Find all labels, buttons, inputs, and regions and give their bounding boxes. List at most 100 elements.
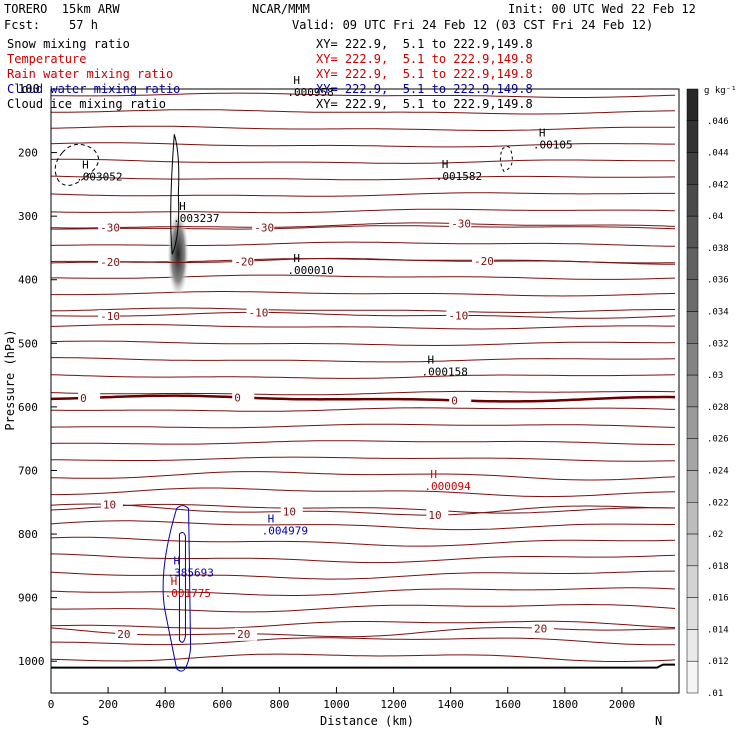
colorbar-tick-label: .018 xyxy=(707,562,729,572)
colorbar-tick-label: .03 xyxy=(707,371,723,381)
colorbar-tick-label: .042 xyxy=(707,180,729,190)
colorbar-tick-label: .024 xyxy=(707,466,729,476)
isotherm-line xyxy=(50,340,676,347)
isotherm-line xyxy=(51,487,676,498)
temperature-contour xyxy=(50,311,676,319)
legend-cloud-ice-xy: XY= 222.9, 5.1 to 222.9,149.8 xyxy=(316,97,533,111)
cloud-ice-contour xyxy=(54,143,99,186)
x-tick-label: 0 xyxy=(48,698,55,711)
ground-line xyxy=(51,663,675,669)
contour-label-bg xyxy=(446,309,469,323)
colorbar-tick-label: .014 xyxy=(707,625,729,635)
legend-temperature-xy: XY= 222.9, 5.1 to 222.9,149.8 xyxy=(316,52,533,66)
isotherm-line xyxy=(51,109,676,115)
max-marker-h: H xyxy=(179,200,186,213)
colorbar-segment xyxy=(686,660,699,694)
legend-temperature: Temperature xyxy=(7,52,87,66)
contour-label-bg xyxy=(100,498,123,512)
max-marker-value: .000958 xyxy=(287,86,333,99)
contour-label: 20 xyxy=(117,628,130,641)
colorbar-tick-label: .012 xyxy=(707,657,729,667)
max-marker-h: H xyxy=(171,575,178,588)
contour-label-bg xyxy=(98,310,121,324)
contour-label-bg xyxy=(449,394,472,408)
contour-label: 0 xyxy=(451,394,458,407)
contour-label-bg xyxy=(252,221,275,235)
colorbar-tick-label: .046 xyxy=(707,117,729,127)
x-tick-label: 1200 xyxy=(380,698,407,711)
colorbar-segment xyxy=(686,533,699,567)
contour-label-bg xyxy=(426,509,449,523)
contour-label-bg xyxy=(115,627,138,641)
contour-label: 10 xyxy=(428,509,441,522)
contour-label: 10 xyxy=(103,498,116,511)
isotherm-line xyxy=(50,653,676,662)
x-axis-label: Distance (km) xyxy=(320,714,414,728)
contour-label-bg xyxy=(472,255,495,269)
cloud-water-contour xyxy=(162,505,192,672)
temperature-contour xyxy=(50,222,676,229)
isotherm-line xyxy=(50,390,676,396)
max-marker-h: H xyxy=(293,74,300,87)
isotherm-line xyxy=(50,423,676,429)
colorbar-segment xyxy=(686,629,699,662)
contour-label-bg xyxy=(232,391,255,405)
max-marker-h: H xyxy=(430,468,437,481)
contour-label-bg xyxy=(246,306,269,320)
contour-label-bg xyxy=(531,622,554,636)
max-marker-value: .000158 xyxy=(422,366,468,379)
temperature-contour xyxy=(50,394,676,403)
legend-cloud-ice: Cloud ice mixing ratio xyxy=(7,97,166,111)
max-marker-h: H xyxy=(442,158,449,171)
colorbar-tick-label: .022 xyxy=(707,498,729,508)
max-marker-value: .001582 xyxy=(436,170,482,183)
plot-frame xyxy=(50,88,680,694)
colorbar-segment xyxy=(686,438,699,471)
contour-label: 0 xyxy=(80,392,87,405)
colorbar-segment xyxy=(686,311,699,344)
isotherm-line xyxy=(50,192,675,197)
contour-label-bg xyxy=(78,391,101,405)
max-marker-value: .000094 xyxy=(424,480,471,493)
valid-time: Valid: 09 UTC Fri 24 Feb 12 (03 CST Fri … xyxy=(292,18,654,32)
contour-label: -10 xyxy=(249,306,269,319)
model-title: TORERO 15km ARW xyxy=(4,2,120,16)
isotherm-line xyxy=(50,158,675,164)
colorbar-segment xyxy=(686,406,699,439)
x-tick-label: 600 xyxy=(212,698,232,711)
colorbar-tick-label: .016 xyxy=(707,594,729,604)
contour-label: 20 xyxy=(237,628,250,641)
contour-label-bg xyxy=(449,217,472,231)
colorbar-tick-label: .032 xyxy=(707,339,729,349)
y-tick-label: 800 xyxy=(18,528,38,541)
x-tick-label: 1000 xyxy=(323,698,350,711)
init-time: Init: 00 UTC Wed 22 Feb 12 xyxy=(508,2,696,16)
x-end-label-left: S xyxy=(82,714,89,728)
legend-rain: Rain water mixing ratio xyxy=(7,67,174,81)
isotherm-line xyxy=(51,92,676,98)
temperature-contour xyxy=(50,627,676,638)
y-tick-label: 900 xyxy=(18,592,38,605)
colorbar-segment xyxy=(686,565,699,598)
isotherm-line xyxy=(51,637,676,646)
max-marker-h: H xyxy=(268,513,275,526)
max-marker-h: H xyxy=(428,354,435,367)
isotherm-line xyxy=(50,471,676,481)
contour-label-bg xyxy=(280,505,303,519)
isotherm-line xyxy=(50,323,675,330)
contour-label-bg xyxy=(235,627,258,641)
colorbar-segment xyxy=(686,247,699,280)
colorbar-segment xyxy=(686,279,699,312)
isotherm-line xyxy=(50,125,676,131)
temperature-contour xyxy=(50,257,675,265)
isotherm-line xyxy=(50,603,676,613)
isotherm-line xyxy=(50,241,676,247)
contour-label: 10 xyxy=(283,505,296,518)
colorbar-unit: g kg⁻¹ xyxy=(704,86,737,96)
colorbar-tick-label: .034 xyxy=(707,308,729,318)
y-tick-label: 600 xyxy=(18,401,38,414)
y-tick-label: 200 xyxy=(18,147,38,160)
contour-label: -20 xyxy=(100,256,120,269)
contour-label: -10 xyxy=(100,310,120,323)
